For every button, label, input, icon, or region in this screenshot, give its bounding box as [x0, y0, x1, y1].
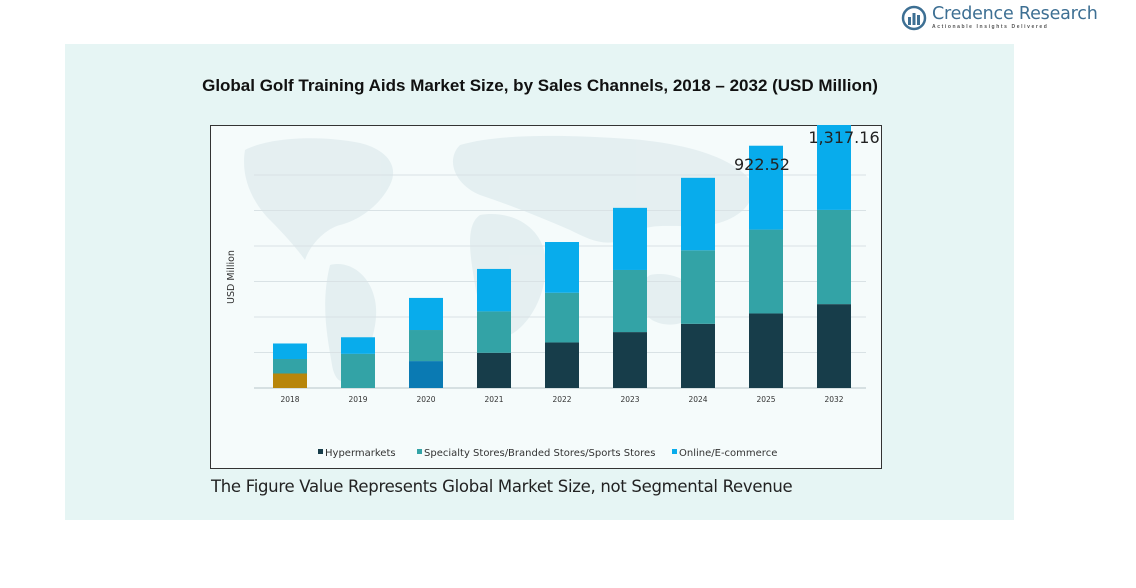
bar-2020-specialty	[409, 330, 443, 362]
legend-label-hypermarkets: Hypermarkets	[325, 448, 396, 459]
chart-title: Global Golf Training Aids Market Size, b…	[202, 76, 878, 95]
brand-name: Credence Research	[932, 4, 1098, 24]
bar-2032-online	[817, 125, 851, 210]
x-tick-label: 2020	[416, 395, 435, 404]
legend-swatch-hypermarkets	[318, 449, 323, 454]
bar-2025-online	[749, 145, 783, 230]
x-tick-label: 2024	[688, 395, 707, 404]
bar-2023-hypermarkets	[613, 332, 647, 388]
legend: Hypermarkets Specialty Stores/Branded Sto…	[318, 448, 777, 459]
value-label-2025: 922.52	[734, 155, 790, 174]
x-tick-label: 2023	[620, 395, 639, 404]
x-tick-label: 2019	[348, 395, 367, 404]
chart-canvas: 922.521,317.16 2018 2019 2020 2021 2022 2023 2…	[226, 125, 880, 459]
x-tick-label: 2018	[280, 395, 299, 404]
bar-2020-hypermarkets	[409, 361, 443, 388]
x-tick-label: 2032	[824, 395, 843, 404]
bar-2021-online	[477, 268, 511, 312]
bars	[273, 125, 851, 388]
bar-2022-specialty	[545, 292, 579, 343]
bar-2019-specialty	[341, 353, 375, 388]
x-tick-label: 2021	[484, 395, 503, 404]
bar-2018-specialty	[273, 359, 307, 374]
bar-2018-hypermarkets	[273, 373, 307, 388]
x-tick-label: 2025	[756, 395, 775, 404]
bar-2032-specialty	[817, 209, 851, 305]
brand-logo: Credence Research Actionable Insights De…	[900, 4, 1098, 32]
value-labels: 922.52 1,317.16	[734, 128, 880, 174]
logo-icon	[901, 5, 927, 31]
footnote: The Figure Value Represents Global Marke…	[211, 477, 793, 496]
bar-2021-hypermarkets	[477, 352, 511, 388]
bar-2018-online	[273, 343, 307, 360]
bar-2023-specialty	[613, 269, 647, 333]
legend-label-specialty: Specialty Stores/Branded Stores/Sports S…	[424, 448, 655, 459]
legend-label-online: Online/E-commerce	[679, 448, 777, 459]
bar-2020-online	[409, 297, 443, 331]
bar-2032-hypermarkets	[817, 304, 851, 388]
bar-2024-hypermarkets	[681, 323, 715, 388]
bar-2021-specialty	[477, 311, 511, 353]
bar-2025-hypermarkets	[749, 313, 783, 388]
bar-2024-specialty	[681, 250, 715, 324]
bar-2023-online	[613, 207, 647, 270]
bar-2022-hypermarkets	[545, 342, 579, 388]
bar-2022-online	[545, 242, 579, 293]
bar-2025-specialty	[749, 229, 783, 314]
bar-2019-online	[341, 337, 375, 354]
y-axis-label: USD Million	[226, 250, 237, 304]
legend-swatch-online	[672, 449, 677, 454]
brand-tagline: Actionable Insights Delivered	[932, 24, 1049, 30]
x-tick-labels: 2018 2019 2020 2021 2022 2023 2024 2025 2032	[280, 395, 843, 404]
x-tick-label: 2022	[552, 395, 571, 404]
legend-swatch-specialty	[417, 449, 422, 454]
bar-2024-online	[681, 177, 715, 251]
value-label-2032: 1,317.16	[808, 128, 879, 147]
